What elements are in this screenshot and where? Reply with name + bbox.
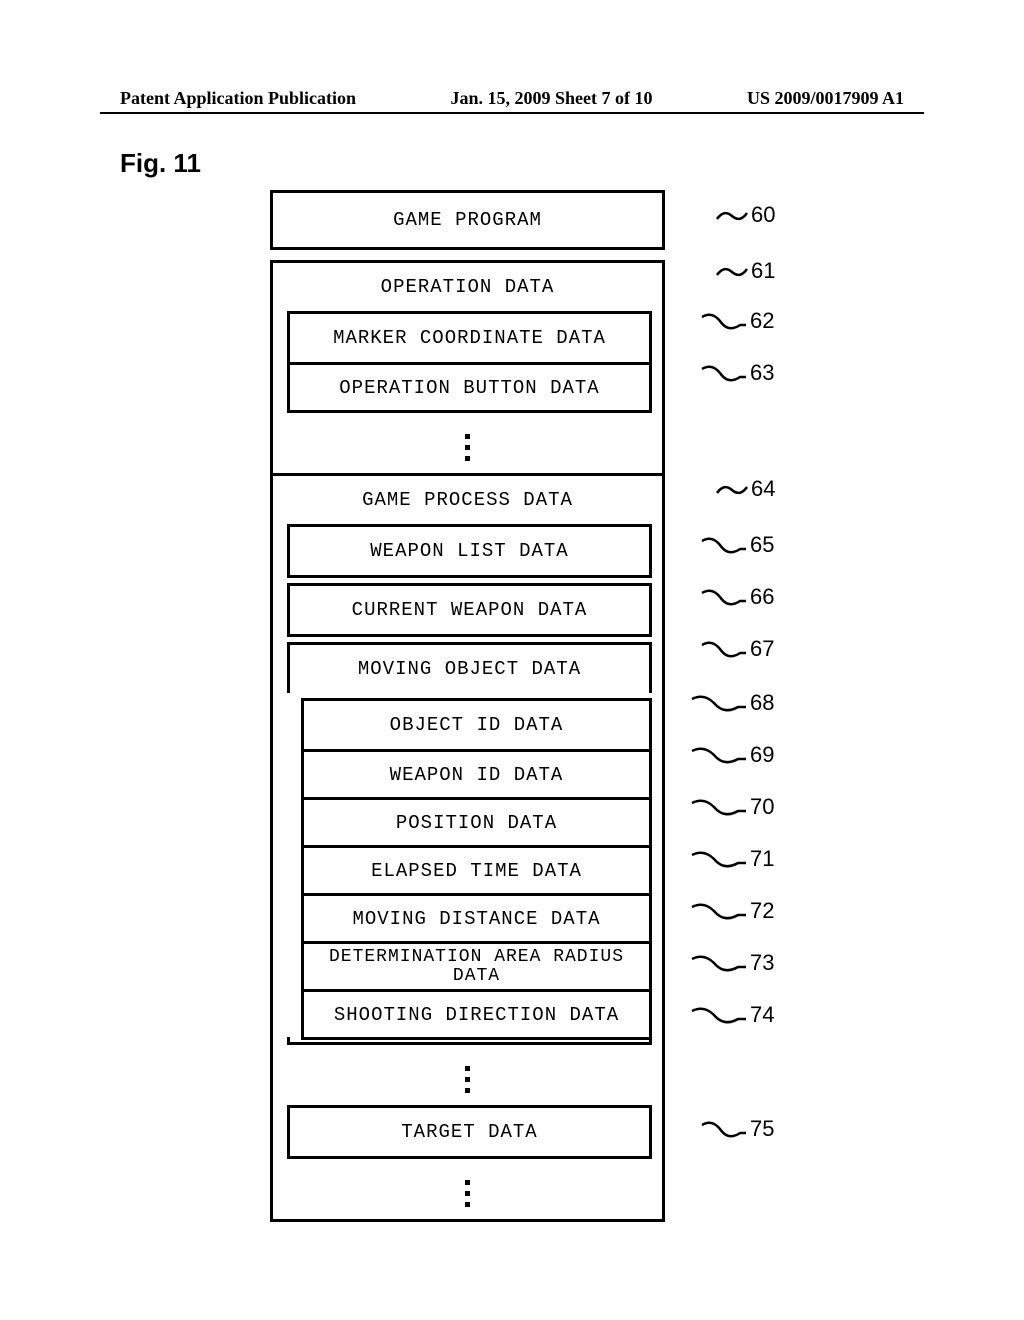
ref-69: 69 [690, 742, 774, 768]
memory-map-diagram: GAME PROGRAM OPERATION DATA MARKER COORD… [270, 190, 665, 1222]
ref-71-num: 71 [750, 846, 774, 871]
dots-2 [273, 1053, 662, 1105]
ref-60-num: 60 [751, 202, 775, 227]
det-area-line2: DATA [453, 967, 500, 986]
ref-70-num: 70 [750, 794, 774, 819]
row-shooting-direction: SHOOTING DIRECTION DATA [304, 989, 649, 1037]
ref-61-num: 61 [751, 258, 775, 283]
block-game-program: GAME PROGRAM [270, 190, 665, 250]
ref-73-num: 73 [750, 950, 774, 975]
block-game-process: GAME PROCESS DATA WEAPON LIST DATA CURRE… [270, 473, 665, 1222]
ref-67: 67 [700, 636, 774, 662]
sub-target: TARGET DATA [287, 1105, 652, 1159]
sub-current-weapon: CURRENT WEAPON DATA [287, 583, 652, 637]
row-target: TARGET DATA [290, 1108, 649, 1156]
figure-label: Fig. 11 [120, 148, 201, 179]
ref-66-num: 66 [750, 584, 774, 609]
row-position: POSITION DATA [304, 797, 649, 845]
row-weapon-id: WEAPON ID DATA [304, 749, 649, 797]
ref-73: 73 [690, 950, 774, 976]
sub-operation: MARKER COORDINATE DATA OPERATION BUTTON … [287, 311, 652, 413]
det-area-line1: DETERMINATION AREA RADIUS [329, 948, 624, 967]
ref-69-num: 69 [750, 742, 774, 767]
ref-60: 60 [715, 202, 775, 228]
dots-3 [273, 1167, 662, 1219]
page-header: Patent Application Publication Jan. 15, … [0, 88, 1024, 109]
ref-62-num: 62 [750, 308, 774, 333]
ref-64: 64 [715, 476, 775, 502]
header-center: Jan. 15, 2009 Sheet 7 of 10 [451, 88, 653, 109]
ref-75: 75 [700, 1116, 774, 1142]
sub2-moving-object-items: OBJECT ID DATA WEAPON ID DATA POSITION D… [301, 698, 652, 1040]
row-marker-coord: MARKER COORDINATE DATA [290, 314, 649, 362]
ref-75-num: 75 [750, 1116, 774, 1141]
row-moving-object: MOVING OBJECT DATA [290, 645, 649, 693]
ref-72-num: 72 [750, 898, 774, 923]
sub-moving-object: MOVING OBJECT DATA [287, 642, 652, 693]
row-current-weapon: CURRENT WEAPON DATA [290, 586, 649, 634]
header-right: US 2009/0017909 A1 [747, 88, 904, 109]
ref-70: 70 [690, 794, 774, 820]
sub-weapon-list: WEAPON LIST DATA [287, 524, 652, 578]
row-game-process: GAME PROCESS DATA [273, 476, 662, 524]
row-det-area-radius: DETERMINATION AREA RADIUS DATA [304, 941, 649, 989]
ref-62: 62 [700, 308, 774, 334]
ref-68-num: 68 [750, 690, 774, 715]
ref-67-num: 67 [750, 636, 774, 661]
row-object-id: OBJECT ID DATA [304, 701, 649, 749]
row-operation-button: OPERATION BUTTON DATA [290, 362, 649, 410]
ref-74: 74 [690, 1002, 774, 1028]
ref-61: 61 [715, 258, 775, 284]
ref-68: 68 [690, 690, 774, 716]
header-rule [100, 112, 924, 114]
ref-65-num: 65 [750, 532, 774, 557]
row-moving-distance: MOVING DISTANCE DATA [304, 893, 649, 941]
header-left: Patent Application Publication [120, 88, 356, 109]
row-weapon-list: WEAPON LIST DATA [290, 527, 649, 575]
ref-63: 63 [700, 360, 774, 386]
ref-71: 71 [690, 846, 774, 872]
ref-66: 66 [700, 584, 774, 610]
ref-64-num: 64 [751, 476, 775, 501]
ref-74-num: 74 [750, 1002, 774, 1027]
ref-63-num: 63 [750, 360, 774, 385]
block-operation-data: OPERATION DATA MARKER COORDINATE DATA OP… [270, 260, 665, 473]
ref-65: 65 [700, 532, 774, 558]
row-game-program: GAME PROGRAM [273, 193, 662, 247]
dots-1 [273, 421, 662, 473]
ref-72: 72 [690, 898, 774, 924]
row-operation-data: OPERATION DATA [273, 263, 662, 311]
row-elapsed-time: ELAPSED TIME DATA [304, 845, 649, 893]
sub-moving-object-closer [287, 1037, 652, 1045]
